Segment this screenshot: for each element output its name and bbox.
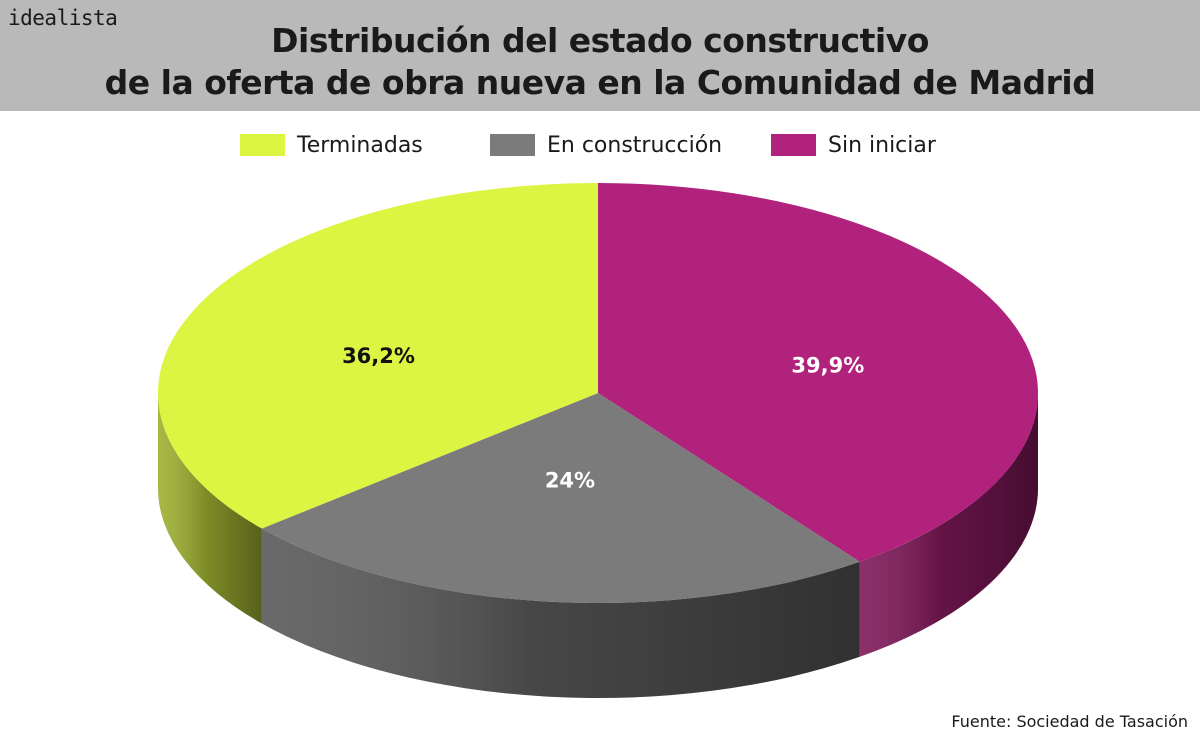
chart-legend: Terminadas En construcción Sin iniciar (0, 128, 1200, 162)
legend-swatch-en-construccion (490, 134, 535, 156)
chart-title: Distribución del estado constructivo de … (0, 20, 1200, 104)
data-label-terminadas: 36,2% (342, 344, 415, 368)
legend-item-terminadas: Terminadas (240, 128, 423, 162)
legend-item-en-construccion: En construcción (490, 128, 722, 162)
legend-swatch-sin-iniciar (771, 134, 816, 156)
chart-title-line-1: Distribución del estado constructivo (271, 21, 929, 60)
pie-sides (158, 393, 1038, 698)
source-note: Fuente: Sociedad de Tasación (951, 712, 1188, 731)
pie-slice-terminadas (157, 183, 598, 529)
pie-tops (157, 183, 1038, 603)
legend-label-en-construccion: En construcción (547, 132, 723, 158)
pie-side-shade-en-construccion (261, 528, 860, 698)
pie-slice-en-construccion (261, 393, 860, 603)
pie-slice-sin-iniciar (598, 183, 1038, 562)
pie-side-shade-sin-iniciar (859, 393, 1038, 657)
pie-labels: 39,9% 24% 36,2% (342, 344, 864, 493)
data-label-en-construccion: 24% (545, 469, 595, 493)
data-label-sin-iniciar: 39,9% (791, 353, 864, 377)
legend-label-sin-iniciar: Sin iniciar (828, 132, 936, 158)
idealista-logo: idealista (8, 6, 118, 30)
legend-swatch-terminadas (240, 134, 285, 156)
chart-title-line-2: de la oferta de obra nueva en la Comunid… (104, 63, 1096, 102)
pie-side-shade-terminadas (158, 393, 262, 624)
legend-item-sin-iniciar: Sin iniciar (771, 128, 936, 162)
legend-label-terminadas: Terminadas (297, 132, 423, 158)
header-banner: idealista Distribución del estado constr… (0, 0, 1200, 111)
